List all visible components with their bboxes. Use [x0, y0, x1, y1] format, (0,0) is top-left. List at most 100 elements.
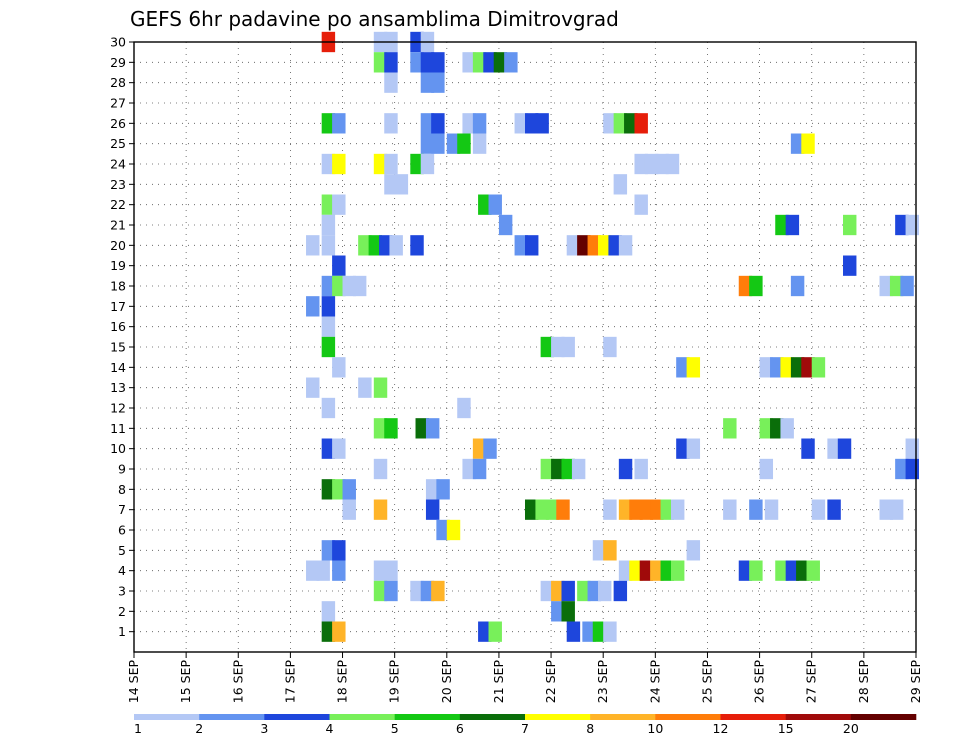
precip-cell	[587, 235, 601, 256]
legend-swatch	[199, 714, 265, 720]
precip-cell	[577, 580, 591, 602]
precip-cell	[332, 621, 346, 642]
precip-cell	[759, 458, 774, 480]
precip-cell	[660, 499, 674, 520]
precip-cell	[379, 235, 393, 256]
precip-cell	[488, 621, 502, 642]
precip-cell	[332, 479, 346, 500]
precip-cell	[488, 194, 502, 215]
precip-cell	[566, 621, 581, 642]
precip-cell	[629, 560, 643, 581]
y-tick-label: 28	[110, 75, 126, 90]
precip-cell	[420, 113, 435, 134]
precip-cell	[514, 113, 528, 134]
precip-cell	[618, 499, 633, 520]
precip-cell	[321, 235, 336, 256]
precip-cell	[384, 52, 398, 73]
legend-label: 6	[456, 721, 464, 736]
precip-cell	[608, 235, 622, 256]
data-cells	[306, 31, 919, 642]
precip-cell	[373, 560, 388, 581]
y-tick-label: 16	[110, 319, 126, 334]
precip-cell	[472, 113, 487, 134]
y-tick-label: 24	[110, 157, 126, 172]
legend-swatch	[134, 714, 200, 720]
precip-cell	[446, 133, 461, 154]
precip-cell	[321, 438, 336, 459]
precip-cell	[410, 52, 424, 73]
precip-cell	[775, 560, 789, 581]
precip-cell	[780, 357, 794, 378]
precip-cell	[629, 499, 643, 520]
precip-cell	[764, 499, 779, 520]
precip-cell	[332, 255, 346, 276]
y-tick-label: 21	[110, 218, 126, 233]
precip-cell	[749, 499, 763, 520]
precip-cell	[425, 479, 440, 500]
x-tick-label: 17 SEP	[282, 660, 297, 704]
precip-cell	[827, 499, 841, 520]
x-tick-label: 14 SEP	[126, 660, 141, 704]
precip-cell	[561, 336, 575, 358]
precip-cell	[478, 621, 492, 642]
x-tick-label: 28 SEP	[856, 660, 871, 704]
y-tick-label: 10	[110, 441, 126, 456]
precip-cell	[895, 214, 909, 236]
precip-cell	[738, 560, 753, 581]
precip-cell	[676, 438, 690, 459]
precip-cell	[332, 357, 346, 378]
precip-cell	[446, 519, 461, 541]
precip-cell	[900, 275, 914, 297]
precip-cell	[582, 621, 596, 642]
precip-cell	[514, 235, 528, 256]
y-tick-label: 26	[110, 116, 126, 131]
y-tick-label: 11	[110, 421, 126, 436]
precip-cell	[332, 540, 346, 561]
precip-cell	[905, 458, 919, 480]
y-tick-label: 25	[110, 136, 126, 151]
precip-cell	[624, 113, 638, 134]
precip-cell	[561, 580, 575, 602]
precip-cell	[384, 418, 398, 439]
precip-cell	[545, 499, 560, 520]
precip-cell	[634, 153, 648, 175]
precip-cell	[332, 438, 346, 459]
y-tick-label: 30	[110, 35, 126, 50]
precip-cell	[342, 499, 356, 520]
precip-cell	[321, 336, 336, 358]
legend-swatch	[785, 714, 852, 720]
precip-cell	[410, 580, 424, 602]
y-tick-label: 17	[110, 299, 126, 314]
precip-cell	[457, 397, 471, 419]
precip-cell	[436, 519, 450, 541]
precip-cell	[373, 153, 388, 175]
legend-swatch	[720, 714, 786, 720]
precip-cell	[420, 52, 435, 73]
y-tick-label: 22	[110, 197, 126, 212]
precip-cell	[321, 194, 336, 215]
precip-cell	[879, 499, 893, 520]
precip-cell	[384, 174, 398, 195]
y-axis: 1234567891011121314151617181920212223242…	[110, 35, 134, 639]
precip-cell	[770, 357, 784, 378]
precip-cell	[843, 214, 857, 236]
precip-cell	[723, 418, 737, 439]
precip-cell	[373, 418, 388, 439]
precip-cell	[650, 560, 664, 581]
precip-cell	[316, 560, 330, 581]
precip-cell	[420, 133, 435, 154]
x-tick-label: 27 SEP	[804, 660, 819, 704]
color-legend: 1 2 3 4 5 6 7 8 10 12 15 20	[134, 714, 917, 736]
precip-cell	[603, 540, 617, 561]
precip-cell	[603, 621, 617, 642]
precip-cell	[462, 113, 476, 134]
precip-cell	[373, 52, 388, 73]
precip-cell	[905, 438, 919, 459]
y-tick-label: 2	[118, 604, 126, 619]
legend-label: 5	[391, 721, 399, 736]
precip-cell	[686, 438, 701, 459]
precip-cell	[561, 601, 575, 622]
precip-cell	[306, 377, 320, 398]
legend-swatch	[525, 714, 591, 720]
legend-label: 20	[843, 721, 859, 736]
